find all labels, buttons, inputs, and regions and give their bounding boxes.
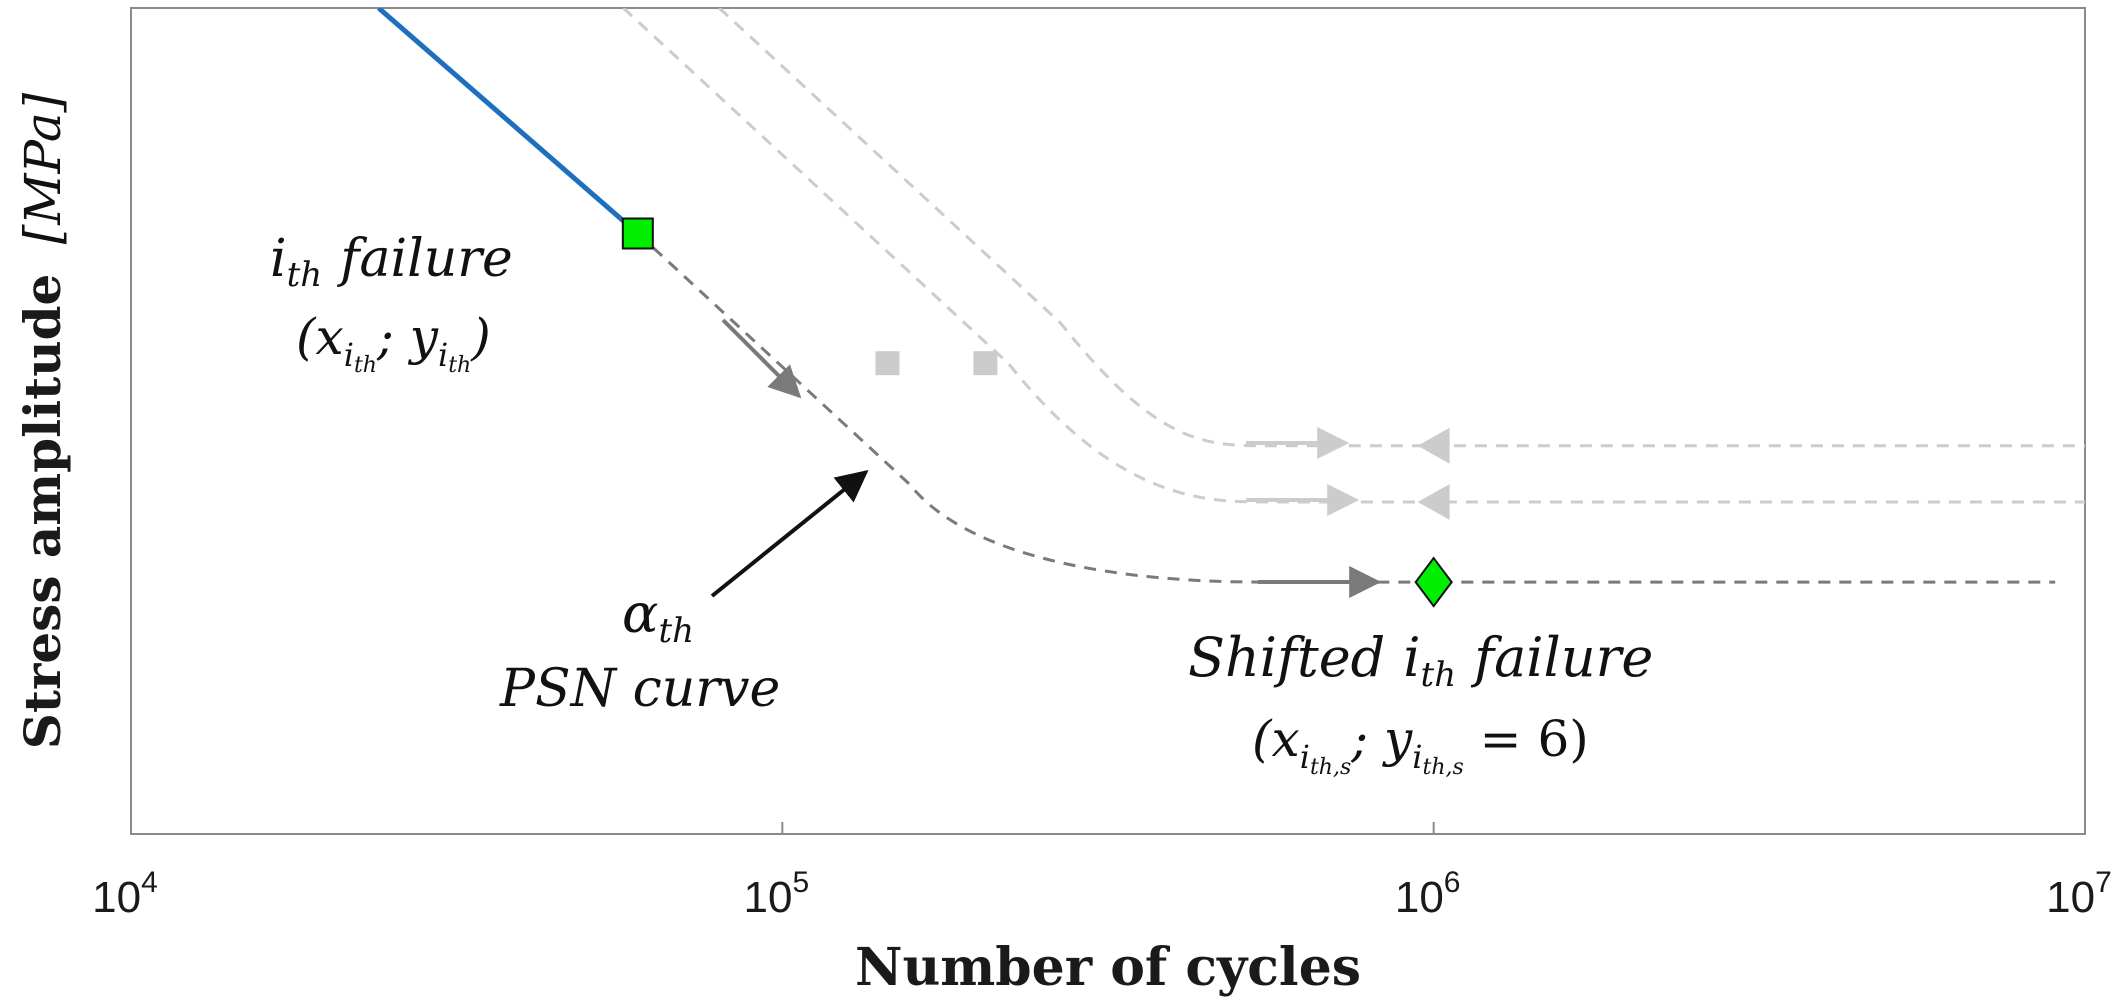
slide-arrow-ith — [721, 318, 802, 399]
faded-square-marker-1 — [875, 351, 900, 376]
alpha-psn-curve — [636, 232, 2056, 584]
x-tick-label: 106 — [1395, 866, 1461, 922]
faded-psn-curve-3 — [718, 8, 2085, 448]
alpha-label: αth — [622, 582, 694, 651]
shifted-failure-label: Shifted ith failure — [1188, 626, 1653, 695]
plot-area — [130, 7, 2086, 835]
x-tick-label: 107 — [2046, 866, 2112, 922]
faded-psn-curve-2 — [622, 8, 2085, 504]
shifted-failure-marker — [1414, 556, 1453, 608]
x-axis-label: Number of cycles — [855, 937, 1361, 998]
alpha-pointer-arrow — [710, 469, 869, 598]
solid-sn-curve — [377, 8, 640, 236]
y-axis-label-text: Stress amplitude — [13, 274, 72, 750]
faded-triangle-marker-5 — [1417, 427, 1450, 464]
faded-square-marker-2 — [973, 351, 998, 376]
x-tick-label: 104 — [92, 866, 158, 922]
psn-curve-label: PSN curve — [499, 659, 780, 719]
ith-failure-label: ith failure — [270, 229, 513, 295]
shifted-failure-coordinates: (xith,s; yith,s = 6) — [1252, 710, 1589, 780]
ith-failure-coordinates: (xith; yith) — [296, 308, 491, 378]
y-axis-label: Stress amplitude [MPa] — [13, 92, 72, 749]
x-tick-label: 105 — [744, 866, 810, 922]
y-axis-unit: [MPa] — [14, 92, 72, 244]
faded-triangle-marker-4 — [1417, 483, 1450, 520]
ith-failure-marker — [621, 217, 654, 250]
